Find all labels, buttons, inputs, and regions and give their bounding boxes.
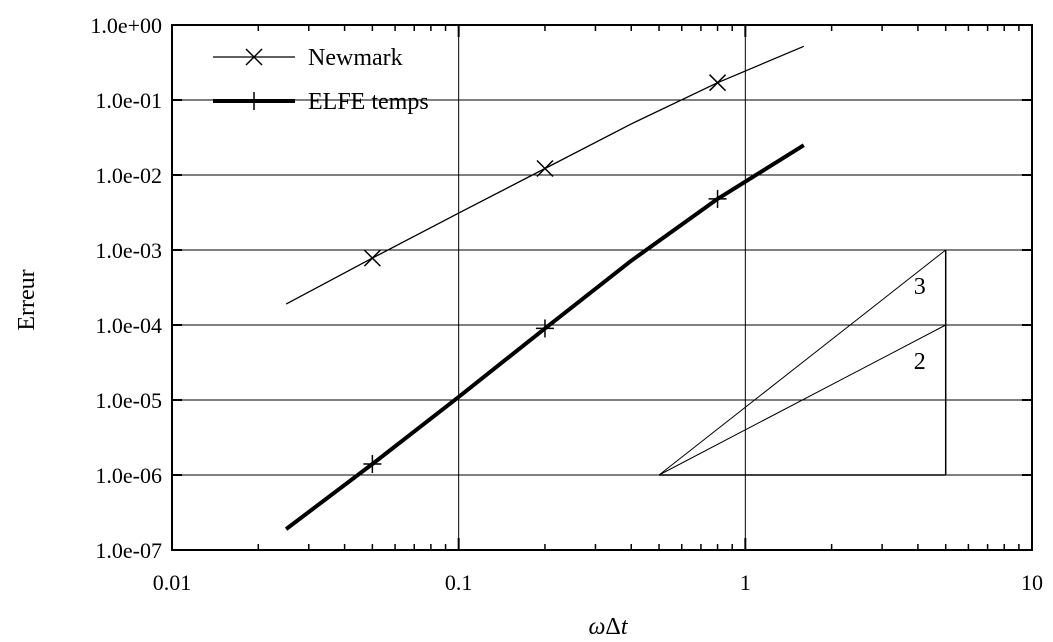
slope-3-hypotenuse bbox=[658, 249, 947, 476]
x-axis-label-omega: ω bbox=[588, 614, 605, 640]
y-tick-label: 1.0e-06 bbox=[95, 463, 162, 488]
x-tick-label: 0.1 bbox=[445, 570, 473, 595]
y-tick-label: 1.0e-01 bbox=[95, 88, 162, 113]
marker-newmark-b bbox=[363, 249, 381, 267]
x-axis-label-t: t bbox=[621, 614, 629, 640]
slope-3-label: 3 bbox=[914, 274, 926, 300]
y-tick-label: 1.0e-05 bbox=[95, 388, 162, 413]
x-tick-label: 1 bbox=[740, 570, 751, 595]
marker-newmark-b bbox=[536, 159, 554, 178]
legend: Newmark ELFE temps bbox=[213, 45, 429, 115]
slope-2-hypotenuse bbox=[658, 324, 946, 476]
y-tick-label: 1.0e-04 bbox=[95, 313, 162, 338]
y-tick-label: 1.0e-07 bbox=[95, 538, 162, 563]
x-tick-label: 0.01 bbox=[153, 570, 192, 595]
legend-label-newmark: Newmark bbox=[308, 45, 403, 71]
series-lines bbox=[284, 45, 805, 531]
y-tick-label: 1.0e-03 bbox=[95, 238, 162, 263]
slope-2-label: 2 bbox=[914, 349, 926, 375]
grid-lines bbox=[172, 25, 1032, 550]
x-axis-label-delta: Δ bbox=[605, 614, 620, 640]
x-tick-label: 10 bbox=[1021, 570, 1043, 595]
slope-triangle: 32 bbox=[658, 249, 947, 476]
y-axis-label: Erreur bbox=[14, 269, 40, 330]
y-tick-label: 1.0e-02 bbox=[95, 163, 162, 188]
plot-frame bbox=[171, 24, 1033, 551]
axis-ticks: 1.0e+00 1.0e-01 1.0e-02 1.0e-03 1.0e-04 1.0e-… bbox=[90, 13, 1043, 595]
legend-label-elfe-temps: ELFE temps bbox=[308, 89, 429, 115]
marker-newmark-b bbox=[709, 74, 727, 92]
legend-marker-newmark-b bbox=[245, 48, 263, 66]
y-tick-label: 1.0e+00 bbox=[90, 13, 162, 38]
x-axis-label: ωΔt bbox=[588, 614, 628, 640]
